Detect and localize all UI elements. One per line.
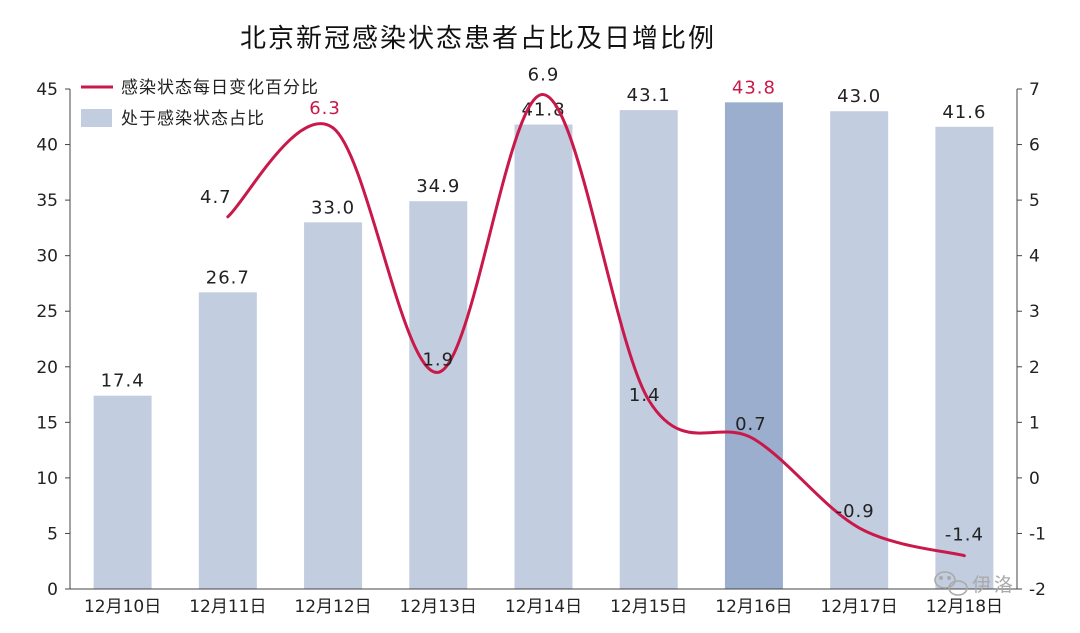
x-tick-label: 12月10日	[84, 597, 161, 617]
left-axis-ticks: 0 5 10 15 20 25 30 35 40 45	[36, 80, 70, 600]
bar-2	[198, 292, 257, 589]
x-tick-label: 12月14日	[505, 597, 582, 617]
left-tick-label: 20	[36, 358, 58, 378]
bar-label-7: 43.8	[732, 77, 776, 98]
right-tick-label: 6	[1029, 136, 1040, 156]
right-tick-label: 5	[1029, 191, 1040, 211]
right-tick-label: 4	[1029, 247, 1040, 267]
line-label-3: 6.3	[309, 98, 341, 119]
line-label-2: 4.7	[200, 187, 232, 208]
x-axis: 12月10日 12月11日 12月12日 12月13日 12月14日 12月15日 12月1…	[70, 588, 1017, 617]
right-axis: -2 -1 0 1 2 3 4 5 6 7	[1016, 80, 1046, 600]
x-tick-label: 12月18日	[926, 597, 1003, 617]
x-tick-label: 12月11日	[189, 597, 266, 617]
x-axis-ticks: 12月10日 12月11日 12月12日 12月13日 12月14日 12月15日 12月1…	[84, 597, 1003, 617]
left-tick-label: 45	[36, 80, 58, 100]
line-value-labels: 4.7 6.3 1.9 6.9 1.4 0.7 -0.9 -1.4	[200, 65, 984, 546]
line-label-6: 1.4	[629, 385, 661, 406]
left-tick-label: 15	[36, 413, 58, 433]
x-tick-label: 12月17日	[821, 597, 898, 617]
bar-value-labels: 17.426.733.034.941.843.1 43.8 43.041.6	[101, 77, 986, 392]
bar-label-4: 34.9	[416, 176, 460, 197]
left-tick-label: 35	[36, 191, 58, 211]
watermark-text: 伊洛	[972, 574, 1016, 596]
left-tick-label: 25	[36, 302, 58, 322]
wechat-icon	[934, 571, 968, 596]
bar-label-3: 33.0	[311, 197, 355, 218]
right-tick-label: 0	[1029, 469, 1040, 489]
x-tick-label: 12月13日	[400, 597, 477, 617]
left-axis: 0 5 10 15 20 25 30 35 40 45	[36, 80, 71, 600]
legend-bar-swatch	[81, 109, 112, 127]
bar-5	[514, 124, 573, 590]
bar-label-9: 41.6	[942, 102, 986, 123]
bar-4	[409, 201, 468, 589]
bar-label-8: 43.0	[837, 86, 881, 107]
line-label-9: -1.4	[945, 525, 984, 546]
x-tick-label: 12月12日	[294, 597, 371, 617]
bar-8	[830, 111, 889, 589]
line-label-7: 0.7	[735, 414, 767, 435]
right-tick-label: 1	[1029, 413, 1040, 433]
bar-7	[724, 102, 783, 589]
right-axis-ticks: -2 -1 0 1 2 3 4 5 6 7	[1017, 80, 1046, 600]
watermark: 伊洛	[934, 571, 1016, 596]
line-label-8: -0.9	[836, 501, 875, 522]
bar-label-2: 26.7	[206, 267, 250, 288]
right-tick-label: 2	[1029, 358, 1040, 378]
left-tick-label: 5	[47, 524, 58, 544]
left-tick-label: 30	[36, 247, 58, 267]
bar-series	[93, 102, 994, 590]
line-label-4: 1.9	[422, 349, 454, 370]
right-tick-label: -2	[1029, 580, 1046, 600]
legend-line-label: 感染状态每日变化百分比	[121, 78, 319, 98]
line-series	[226, 93, 966, 558]
plot-area: 17.426.733.034.941.843.1 43.8 43.041.6 4.7…	[93, 65, 994, 590]
legend-bar-label: 处于感染状态占比	[121, 109, 265, 129]
right-tick-label: -1	[1029, 524, 1046, 544]
left-tick-label: 40	[36, 136, 58, 156]
left-tick-label: 10	[36, 469, 58, 489]
bar-label-1: 17.4	[101, 371, 145, 392]
bar-label-6: 43.1	[627, 85, 671, 106]
chart-title: 北京新冠感染状态患者占比及日增比例	[240, 24, 716, 54]
line-label-5: 6.9	[528, 65, 560, 86]
bar-3	[304, 222, 363, 590]
left-tick-label: 0	[47, 580, 58, 600]
x-tick-label: 12月16日	[715, 597, 792, 617]
right-tick-label: 7	[1029, 80, 1040, 100]
bar-9	[935, 126, 994, 590]
right-tick-label: 3	[1029, 302, 1040, 322]
legend: 感染状态每日变化百分比 处于感染状态占比	[81, 78, 319, 129]
bar-1	[93, 395, 152, 589]
x-tick-label: 12月15日	[610, 597, 687, 617]
